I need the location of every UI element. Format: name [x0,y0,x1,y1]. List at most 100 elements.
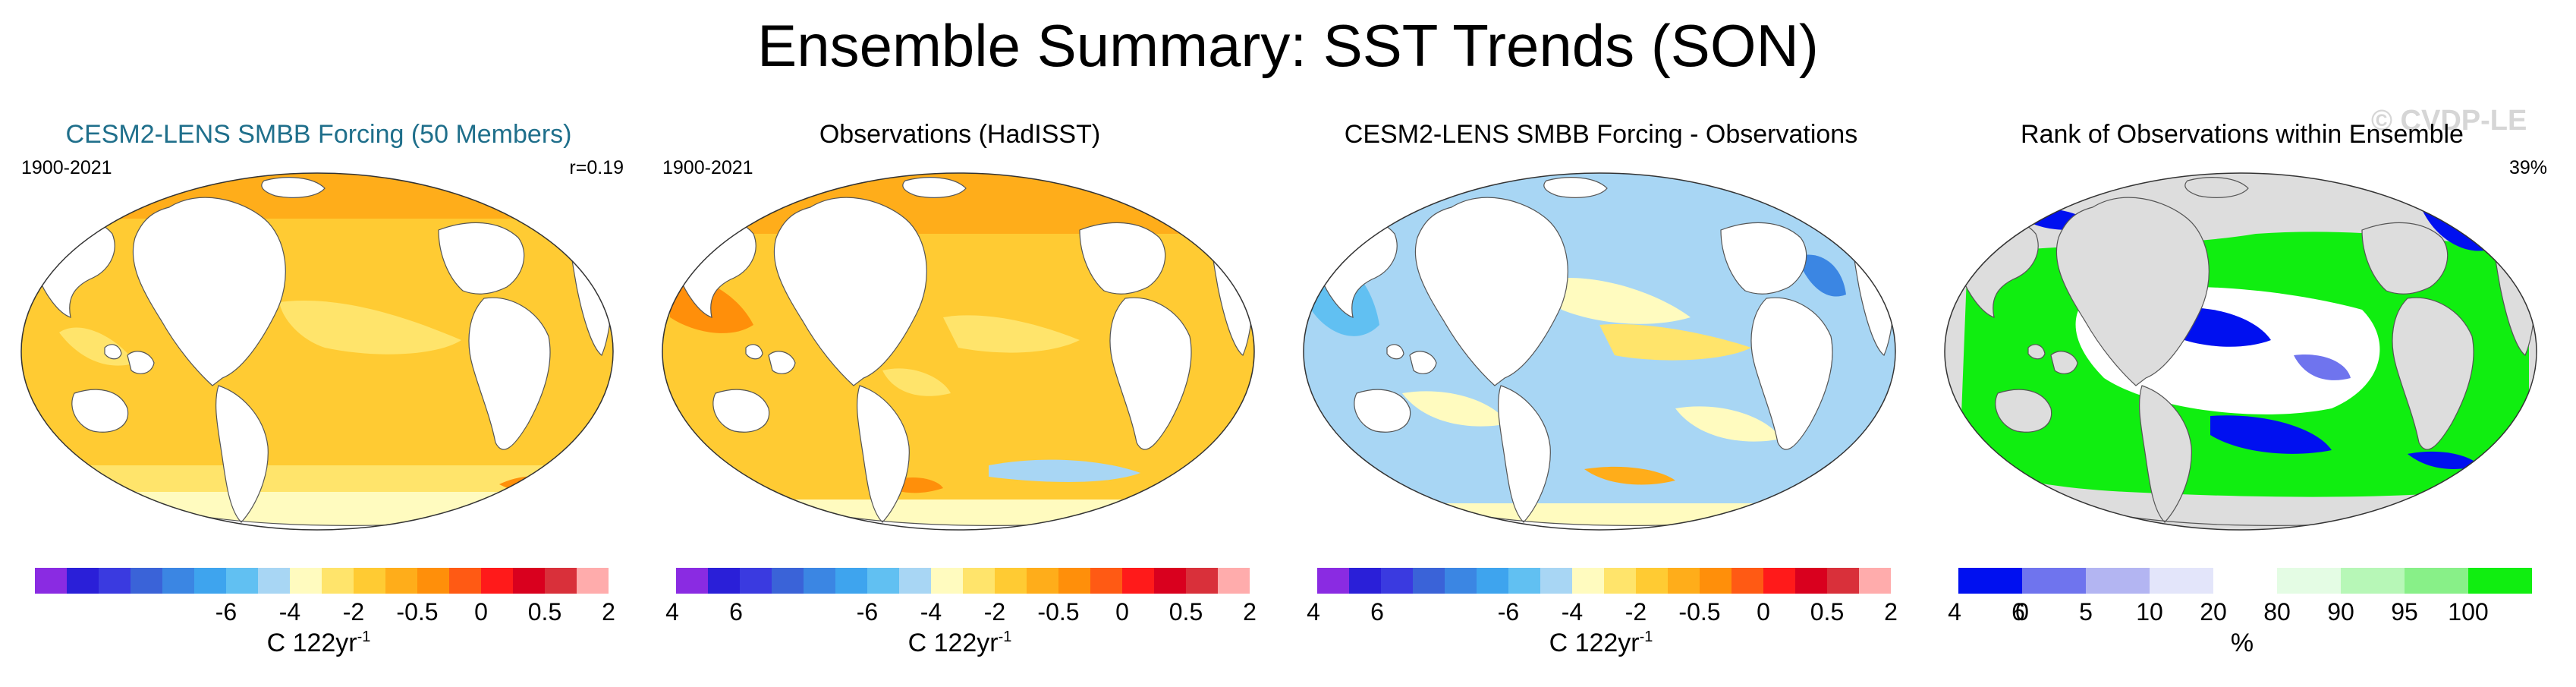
colorbar-segment [417,568,450,594]
colorbar-tick-label: -4 [920,598,942,626]
map-difference [1303,172,1896,531]
colorbar-segment [1058,568,1091,594]
colorbar-segment [1317,568,1350,594]
colorbar-segment [1795,568,1828,594]
units-label: C 122yr-1 [1290,627,1912,659]
panel-difference: CESM2-LENS SMBB Forcing - Observations -… [1290,114,2025,676]
colorbar-segment [772,568,804,594]
colorbar-segment [481,568,514,594]
colorbar-tick-label: 90 [2327,598,2354,626]
colorbar-segment [1540,568,1573,594]
units-base: C 122yr [266,629,357,657]
antarctic-band [21,492,613,530]
colorbar-segment [226,568,259,594]
colorbar-tick-label: 0 [1757,598,1770,626]
warm-band [1599,324,1751,361]
period-label: 1900-2021 [21,157,112,178]
colorbar [35,568,609,594]
colorbar-segment [1827,568,1860,594]
colorbar-segment [2150,568,2214,594]
colorbar-segment [2277,568,2342,594]
colorbar-segment [1958,568,2023,594]
colorbar-tick-label: 0 [2015,598,2029,626]
colorbar-segment [449,568,482,594]
colorbar-segment [676,568,709,594]
colorbar-segment [2341,568,2405,594]
colorbar-tick-label: 6 [729,598,743,626]
north-band [662,173,1254,234]
units-label: C 122yr-1 [649,627,1271,659]
colorbar-segment [1859,568,1891,594]
globe-outline [1944,172,2537,531]
panel-title: Observations (HadISST) [819,120,1101,149]
colorbar-segment [708,568,741,594]
colorbar-segment [290,568,322,594]
colorbar-segment [1668,568,1700,594]
colorbar-tick-label: 6 [2011,598,2025,626]
colorbar-tick-label: -6 [215,598,237,626]
colorbar-tick-label: -6 [856,598,879,626]
colorbar-tick-label: 2 [1243,598,1257,626]
colorbar-segment [1186,568,1219,594]
colorbar-tick-label: 4 [1307,598,1320,626]
colorbar-tick-label: 0 [474,598,488,626]
southern-cool-band [989,459,1140,482]
panel-model-trend: CESM2-LENS SMBB Forcing (50 Members) 190… [8,114,743,676]
colorbar-segment [2213,568,2278,594]
colorbar-segment [1508,568,1541,594]
colorbar-segment [2022,568,2087,594]
colorbar-segment [194,568,227,594]
panel-title: CESM2-LENS SMBB Forcing - Observations [1344,120,1858,149]
colorbar-segment [867,568,900,594]
colorbar-segment [1445,568,1477,594]
colorbar-segment [1636,568,1669,594]
map-model-trend [20,172,614,531]
neutral-band-a [1546,278,1691,324]
colorbar-tick-label: 100 [2448,598,2489,626]
colorbar-segment [545,568,577,594]
neutral-band-b [1402,391,1508,427]
colorbar-tick-label: -0.5 [1678,598,1721,626]
colorbar-tick-label: 2 [1884,598,1898,626]
colorbar-tick-label: -0.5 [396,598,439,626]
warm-patch [1584,466,1675,485]
colorbar-segment [740,568,772,594]
correlation-label: r=0.19 [569,157,624,178]
colorbar-tick-label: 6 [1370,598,1384,626]
antarctic-missing [1945,499,2537,530]
colorbar-segment [162,568,195,594]
low-rank-patch-e [2408,451,2480,469]
antarctic-band [662,499,1254,530]
globe-outline [20,172,614,531]
colorbar-segment [1413,568,1445,594]
colorbar-tick-label: -2 [983,598,1006,626]
colorbar-tick-label: -2 [1625,598,1647,626]
colorbar-tick-label: 0 [1115,598,1129,626]
watermark: © CVDP-LE [2371,105,2527,137]
colorbar-segment [1763,568,1796,594]
colorbar-segment [322,568,354,594]
colorbar-segment [131,568,163,594]
main-title: Ensemble Summary: SST Trends (SON) [757,12,1819,79]
globe-outline [662,172,1255,531]
colorbar-tick-label: 80 [2263,598,2291,626]
colorbar-segment [2405,568,2469,594]
colorbar-segment [2468,568,2532,594]
panel-rank: Rank of Observations within Ensemble 39%… [1931,114,2553,676]
colorbar-tick-label: 20 [2200,598,2227,626]
pacific-cool-band [943,315,1080,353]
colorbar-segment [804,568,836,594]
colorbar-segment [899,568,932,594]
colorbar-segment [577,568,609,594]
units-exponent: -1 [1639,629,1653,645]
colorbar-segment [35,568,68,594]
low-rank-patch-c [2294,355,2351,380]
colorbar-segment [995,568,1027,594]
colorbar-segment [99,568,131,594]
colorbar-segment [1381,568,1414,594]
units-exponent: -1 [998,629,1012,645]
period-label: 1900-2021 [662,157,753,178]
map-observed-trend [662,172,1255,531]
panel-title: Rank of Observations within Ensemble [2021,120,2464,149]
colorbar-segment [1027,568,1059,594]
